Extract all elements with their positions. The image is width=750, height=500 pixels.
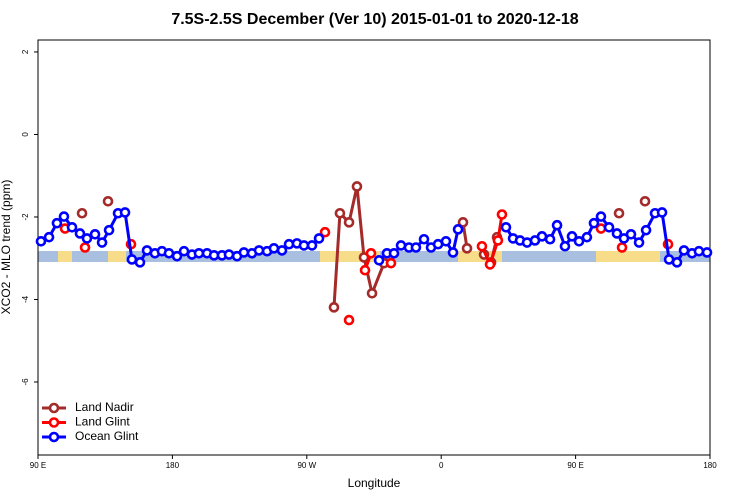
point [276, 245, 288, 256]
point [268, 243, 280, 254]
point [701, 247, 713, 258]
land-band [320, 251, 380, 262]
point [81, 233, 93, 244]
point [656, 207, 668, 218]
point [134, 257, 146, 268]
point [43, 231, 55, 243]
point [253, 245, 265, 256]
point [373, 254, 385, 266]
x-tick-label: 90 E [30, 461, 46, 470]
point [334, 207, 346, 219]
point [551, 219, 563, 231]
y-tick-label: -4 [21, 295, 30, 303]
legend-marker [48, 431, 60, 443]
point [588, 217, 600, 229]
point [640, 224, 652, 236]
point [484, 259, 496, 270]
point [74, 228, 86, 239]
point [410, 242, 422, 253]
point [566, 231, 578, 242]
point [366, 287, 378, 299]
legend-label: Ocean Glint [75, 429, 139, 443]
x-tick-label: 0 [439, 461, 444, 470]
point [633, 237, 645, 248]
point [440, 236, 452, 247]
point [343, 217, 355, 228]
legend-marker [48, 417, 60, 428]
point [496, 209, 508, 220]
x-tick-label: 180 [166, 461, 180, 470]
point [492, 235, 504, 246]
series-line [334, 186, 645, 307]
plot-frame [37, 39, 711, 456]
point [343, 314, 355, 326]
point [595, 211, 607, 222]
point [238, 247, 250, 258]
point [625, 228, 637, 240]
point [613, 207, 625, 219]
point [119, 207, 131, 218]
point [457, 217, 469, 228]
point [35, 236, 47, 247]
point [102, 195, 114, 207]
point [66, 221, 78, 233]
point [388, 247, 400, 259]
point [573, 236, 585, 247]
point [611, 228, 623, 239]
point [616, 242, 628, 253]
point [447, 247, 459, 258]
point [476, 240, 488, 252]
point [58, 211, 70, 222]
x-tick-label: 90 E [567, 461, 583, 470]
y-tick-label: -6 [21, 378, 30, 386]
point [385, 257, 397, 269]
legend-marker [48, 402, 60, 414]
point [693, 245, 705, 257]
point [319, 226, 331, 238]
point [639, 195, 651, 207]
point [51, 217, 63, 229]
legend-label: Land Glint [75, 415, 130, 429]
land-band [58, 251, 72, 262]
legend-label: Land Nadir [75, 400, 134, 414]
y-tick-label: 2 [21, 49, 30, 54]
point [306, 240, 318, 251]
point [461, 243, 473, 254]
point [544, 233, 556, 245]
x-tick-label: 180 [703, 461, 717, 470]
land-band [596, 251, 660, 262]
y-tick-label: 0 [21, 132, 30, 137]
point [76, 207, 88, 219]
point [313, 233, 325, 244]
point [103, 224, 115, 236]
point [89, 228, 101, 240]
point [559, 240, 571, 252]
point [603, 221, 615, 233]
point [452, 224, 464, 235]
y-axis-label: XCO2 - MLO trend (ppm) [0, 180, 13, 315]
y-tick-label: -2 [21, 213, 30, 221]
point [96, 237, 108, 248]
point [79, 242, 91, 253]
point [581, 231, 593, 243]
land-band [108, 251, 126, 262]
x-tick-label: 90 W [297, 461, 316, 470]
point [500, 221, 512, 233]
x-axis-label: Longitude [348, 476, 401, 490]
chart-title: 7.5S-2.5S December (Ver 10) 2015-01-01 t… [171, 11, 578, 28]
point [223, 249, 235, 260]
point [359, 264, 371, 276]
point [365, 247, 377, 259]
point [171, 250, 183, 262]
point [351, 181, 363, 192]
point [671, 257, 683, 268]
point [328, 302, 340, 313]
point [418, 233, 430, 245]
